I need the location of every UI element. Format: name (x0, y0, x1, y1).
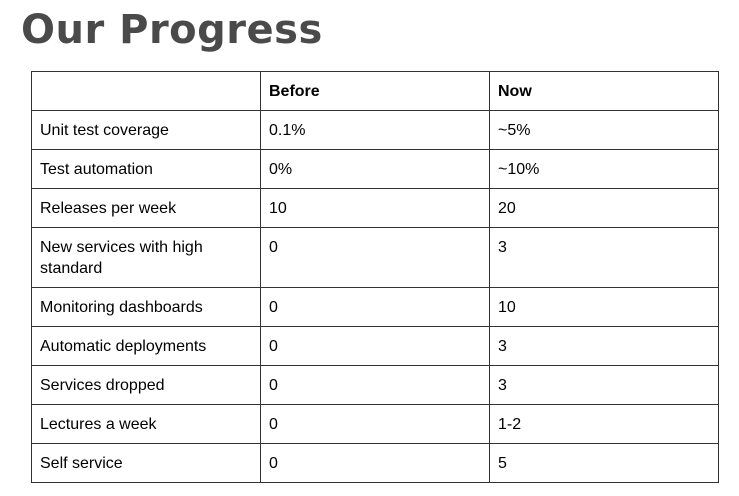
metric-cell: Services dropped (31, 365, 261, 405)
metric-cell: Releases per week (31, 188, 261, 228)
before-cell: 0 (260, 326, 490, 366)
now-cell: ~10% (489, 149, 719, 189)
now-cell: 10 (489, 287, 719, 327)
metric-cell: Monitoring dashboards (31, 287, 261, 327)
table-row: Releases per week 10 20 (31, 188, 719, 228)
now-cell: 3 (489, 326, 719, 366)
now-cell: ~5% (489, 110, 719, 150)
before-cell: 0% (260, 149, 490, 189)
before-cell: 0 (260, 404, 490, 444)
page-title: Our Progress (21, 7, 323, 53)
now-cell: 5 (489, 443, 719, 483)
now-cell: 3 (489, 227, 719, 288)
header-cell-now: Now (489, 71, 719, 111)
metric-cell: Automatic deployments (31, 326, 261, 366)
table-row: New services with high standard 0 3 (31, 227, 719, 288)
before-cell: 0 (260, 365, 490, 405)
now-cell: 3 (489, 365, 719, 405)
table-row: Test automation 0% ~10% (31, 149, 719, 189)
before-cell: 0 (260, 443, 490, 483)
progress-table: Before Now Unit test coverage 0.1% ~5% T… (31, 71, 719, 483)
metric-cell: Unit test coverage (31, 110, 261, 150)
metric-cell: New services with high standard (31, 227, 261, 288)
table-row: Monitoring dashboards 0 10 (31, 287, 719, 327)
now-cell: 1-2 (489, 404, 719, 444)
table-row: Self service 0 5 (31, 443, 719, 483)
header-cell-before: Before (260, 71, 490, 111)
now-cell: 20 (489, 188, 719, 228)
metric-cell: Self service (31, 443, 261, 483)
before-cell: 0.1% (260, 110, 490, 150)
table-row: Services dropped 0 3 (31, 365, 719, 405)
table-row: Unit test coverage 0.1% ~5% (31, 110, 719, 150)
table-header-row: Before Now (31, 71, 719, 111)
metric-cell: Test automation (31, 149, 261, 189)
header-cell-metric (31, 71, 261, 111)
table-row: Automatic deployments 0 3 (31, 326, 719, 366)
metric-cell: Lectures a week (31, 404, 261, 444)
before-cell: 0 (260, 287, 490, 327)
before-cell: 0 (260, 227, 490, 288)
table-row: Lectures a week 0 1-2 (31, 404, 719, 444)
before-cell: 10 (260, 188, 490, 228)
